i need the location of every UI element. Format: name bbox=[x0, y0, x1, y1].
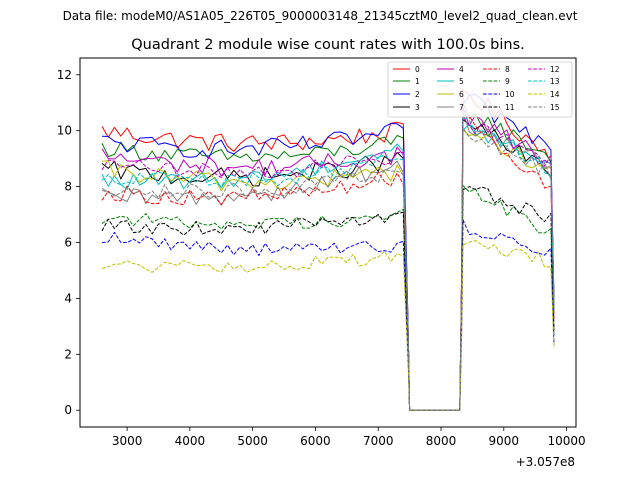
legend-label-7: 7 bbox=[459, 103, 464, 112]
legend-box bbox=[387, 61, 573, 118]
chart-suptitle: Data file: modeM0/AS1A05_226T05_90000031… bbox=[63, 9, 578, 23]
y-tick-label: 6 bbox=[64, 236, 72, 250]
series-line-11 bbox=[101, 186, 555, 411]
x-axis: 3000 4000 5000 6000 7000 8000 9000 10000 bbox=[112, 427, 586, 448]
series-line-9 bbox=[101, 185, 555, 411]
series-line-10 bbox=[101, 219, 555, 411]
series-line-1 bbox=[101, 102, 555, 411]
legend-label-1: 1 bbox=[415, 77, 420, 86]
series-line-6 bbox=[101, 129, 555, 411]
legend-label-2: 2 bbox=[415, 90, 420, 99]
legend-label-0: 0 bbox=[415, 65, 420, 74]
legend-label-9: 9 bbox=[505, 77, 510, 86]
x-tick-label: 4000 bbox=[175, 434, 206, 448]
x-tick-label: 6000 bbox=[300, 434, 331, 448]
x-offset-label: +3.057e8 bbox=[516, 455, 575, 469]
x-tick-label: 10000 bbox=[547, 434, 585, 448]
chart-title: Quadrant 2 module wise count rates with … bbox=[131, 37, 525, 53]
y-tick-label: 10 bbox=[57, 124, 72, 138]
legend-label-5: 5 bbox=[459, 77, 464, 86]
x-tick-label: 3000 bbox=[112, 434, 143, 448]
series-line-15 bbox=[101, 127, 555, 411]
legend-label-11: 11 bbox=[505, 103, 515, 112]
legend-label-3: 3 bbox=[415, 103, 420, 112]
y-tick-label: 2 bbox=[64, 347, 72, 361]
legend-label-13: 13 bbox=[550, 77, 560, 86]
y-axis: 0 2 4 6 8 10 12 bbox=[57, 68, 80, 417]
x-tick-label: 5000 bbox=[237, 434, 268, 448]
series-line-14 bbox=[101, 240, 555, 411]
x-tick-label: 9000 bbox=[489, 434, 520, 448]
legend-label-10: 10 bbox=[505, 90, 515, 99]
legend-label-14: 14 bbox=[550, 90, 560, 99]
legend-label-12: 12 bbox=[550, 65, 560, 74]
legend-label-4: 4 bbox=[459, 65, 464, 74]
y-tick-label: 0 bbox=[64, 403, 72, 417]
x-tick-label: 8000 bbox=[426, 434, 457, 448]
legend-label-8: 8 bbox=[505, 65, 510, 74]
series-layer bbox=[101, 89, 555, 411]
x-tick-label: 7000 bbox=[363, 434, 394, 448]
series-line-12 bbox=[101, 117, 555, 411]
legend-label-6: 6 bbox=[459, 90, 464, 99]
y-tick-label: 12 bbox=[57, 68, 72, 82]
series-line-3 bbox=[101, 119, 555, 411]
y-tick-label: 8 bbox=[64, 180, 72, 194]
legend-label-15: 15 bbox=[550, 103, 560, 112]
series-line-13 bbox=[101, 116, 555, 411]
series-line-8 bbox=[101, 115, 555, 411]
y-tick-label: 4 bbox=[64, 291, 72, 305]
